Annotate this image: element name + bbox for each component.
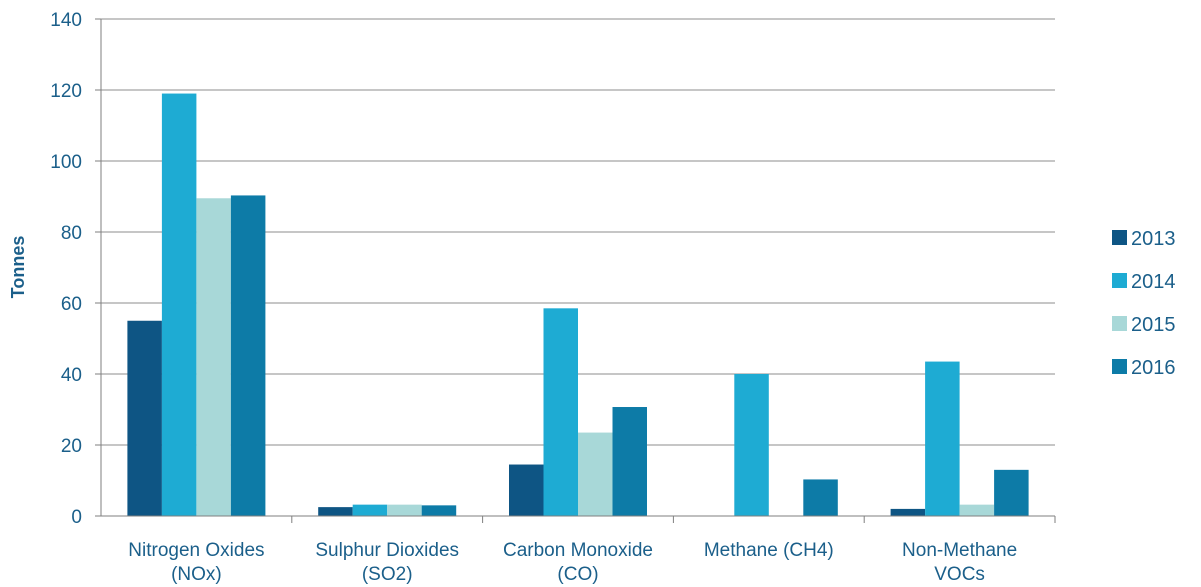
x-category-label: Nitrogen Oxides — [128, 540, 264, 561]
bar-2013 — [318, 507, 353, 516]
legend-label: 2015 — [1131, 314, 1176, 336]
axes — [95, 18, 1056, 523]
x-category-label: Methane (CH4) — [704, 540, 834, 561]
x-category-label: Sulphur Dioxides — [315, 540, 459, 561]
bar-2015 — [578, 432, 613, 516]
bar-2016 — [612, 407, 647, 516]
legend-swatch — [1112, 230, 1127, 245]
y-tick-label: 140 — [50, 10, 82, 31]
y-tick-label: 120 — [50, 81, 82, 102]
x-category-label: Carbon Monoxide — [503, 540, 653, 561]
bar-2015 — [959, 504, 995, 516]
legend-label: 2014 — [1131, 271, 1176, 293]
bar-2013 — [890, 508, 926, 516]
bar-2014 — [352, 504, 388, 516]
y-axis-label: Tonnes — [8, 236, 28, 299]
bar-2013 — [509, 464, 544, 516]
bars — [127, 93, 1029, 517]
x-category-label: (CO) — [557, 564, 598, 585]
x-category-labels: Nitrogen Oxides (NOx) Sulphur Dioxides (SO2… — [128, 540, 1017, 585]
y-tick-label: 0 — [71, 507, 82, 528]
y-tick-label: 80 — [61, 223, 82, 244]
bar-2014 — [161, 93, 197, 517]
y-tick-labels: 0 20 40 60 80 100 120 140 — [50, 10, 82, 528]
x-category-label: Non-Methane — [902, 540, 1017, 561]
x-category-label: (SO2) — [362, 564, 413, 585]
legend-swatch — [1112, 273, 1127, 288]
bar-2014 — [925, 361, 960, 516]
y-tick-label: 20 — [61, 436, 82, 457]
bar-2015 — [387, 504, 422, 516]
legend-swatch — [1112, 359, 1127, 374]
legend-label: 2016 — [1131, 357, 1176, 379]
x-category-label: VOCs — [934, 564, 985, 585]
y-tick-label: 100 — [50, 152, 82, 173]
legend: 2013 2014 2015 2016 — [1112, 228, 1176, 379]
x-category-label: (NOx) — [171, 564, 222, 585]
legend-swatch — [1112, 316, 1127, 331]
legend-label: 2013 — [1131, 228, 1176, 250]
y-tick-label: 40 — [61, 365, 82, 386]
bar-2016 — [803, 479, 838, 516]
bar-2016 — [230, 195, 266, 516]
bar-2016 — [421, 505, 457, 516]
bar-2014 — [734, 374, 769, 516]
bar-2014 — [543, 308, 578, 516]
y-tick-label: 60 — [61, 294, 82, 315]
bar-2015 — [196, 198, 231, 516]
bar-2013 — [127, 320, 162, 516]
bar-2016 — [994, 469, 1029, 516]
